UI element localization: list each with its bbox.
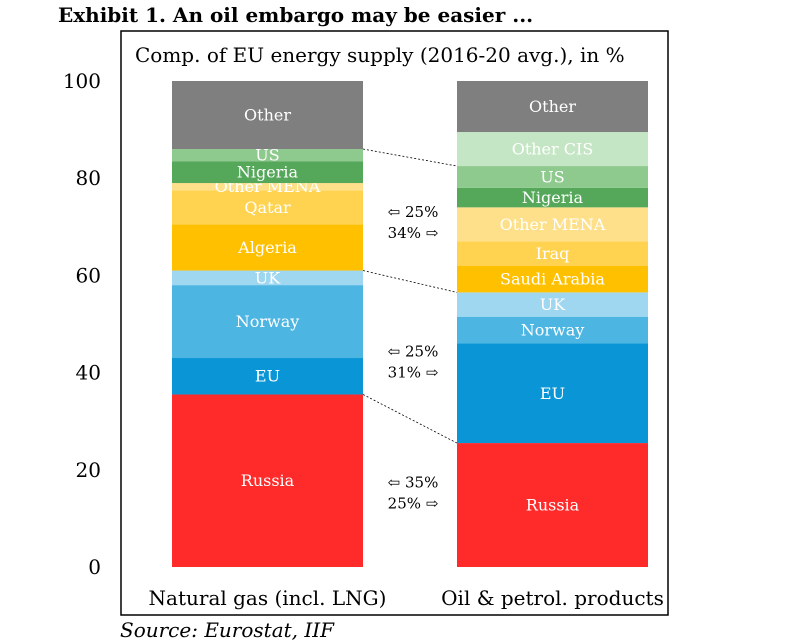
bar-segment-natural-gas-incl-lng-norway: [172, 285, 363, 359]
segment-label: Qatar: [244, 198, 291, 217]
segment-label: Iraq: [536, 244, 570, 263]
segment-label: UK: [255, 268, 281, 287]
segment-label: US: [540, 167, 564, 186]
exhibit-title: Exhibit 1. An oil embargo may be easier …: [58, 3, 534, 27]
segment-label: Nigeria: [237, 163, 299, 182]
bar-segment-natural-gas-incl-lng-uk: [172, 270, 363, 286]
segment-label: Nigeria: [522, 188, 584, 207]
segment-label: Russia: [526, 496, 580, 515]
y-tick-label: 60: [76, 263, 101, 287]
bar-segment-oil-petrol-products-other: [457, 81, 648, 133]
y-tick-label: 100: [63, 69, 101, 93]
bar-segment-oil-petrol-products-saudi-arabia: [457, 265, 648, 293]
bar-segment-oil-petrol-products-uk: [457, 292, 648, 317]
bar-segment-natural-gas-incl-lng-qatar: [172, 190, 363, 225]
bar-segment-oil-petrol-products-other-mena: [457, 207, 648, 242]
annotation-left-share: ⇦ 35%: [388, 474, 439, 492]
segment-label: Saudi Arabia: [500, 270, 605, 289]
annotation-left-share: ⇦ 25%: [388, 343, 439, 361]
segment-label: Other: [529, 97, 576, 116]
bar-segment-natural-gas-incl-lng-nigeria: [172, 161, 363, 184]
bar-segment-natural-gas-incl-lng-us: [172, 149, 363, 162]
bar-segment-oil-petrol-products-eu: [457, 343, 648, 444]
segment-label: Norway: [521, 321, 585, 340]
bar-segment-oil-petrol-products-iraq: [457, 241, 648, 266]
connector-line: [362, 270, 458, 293]
bar-segment-natural-gas-incl-lng-other-mena: [172, 183, 363, 191]
annotation-right-share: 25% ⇨: [388, 495, 439, 513]
annotation-right-share: 31% ⇨: [388, 364, 439, 382]
segment-label: Other MENA: [500, 215, 606, 234]
segment-label: UK: [540, 295, 566, 314]
x-category-label: Natural gas (incl. LNG): [149, 586, 387, 610]
y-tick-label: 0: [88, 555, 101, 579]
y-axis: 0 20 40 60 80 100: [63, 69, 101, 579]
segment-label: Other: [244, 106, 291, 125]
segment-label: Algeria: [237, 238, 297, 257]
segment-label: Norway: [236, 312, 300, 331]
bars: Russia EU Norway UK Algeria Qatar Other MENA Ni…: [172, 81, 648, 567]
annotations: ⇦ 35% 25% ⇨ ⇦ 25% 31% ⇨ ⇦ 25% 34% ⇨: [388, 203, 439, 513]
bar-segment-natural-gas-incl-lng-other: [172, 81, 363, 150]
segment-label: EU: [540, 384, 565, 403]
y-tick-label: 40: [76, 361, 101, 385]
bar-segment-oil-petrol-products-us: [457, 166, 648, 188]
x-category-label: Oil & petrol. products: [441, 586, 664, 610]
annotation-right-share: 34% ⇨: [388, 224, 439, 242]
source-note: Source: Eurostat, IIF: [120, 618, 335, 642]
connector-lines: [362, 148, 458, 444]
bar-segment-oil-petrol-products-other-cis: [457, 132, 648, 167]
bar-segment-natural-gas-incl-lng-algeria: [172, 224, 363, 271]
bar-segment-natural-gas-incl-lng-russia: [172, 394, 363, 567]
y-tick-label: 80: [76, 166, 101, 190]
chart-title: Comp. of EU energy supply (2016-20 avg.)…: [135, 43, 625, 67]
x-axis: Natural gas (incl. LNG) Oil & petrol. pro…: [149, 586, 664, 610]
bar-segment-oil-petrol-products-nigeria: [457, 187, 648, 208]
segment-label: Russia: [241, 471, 295, 490]
annotation-left-share: ⇦ 25%: [388, 203, 439, 221]
chart-frame: [120, 30, 669, 616]
segment-label: EU: [255, 367, 280, 386]
y-tick-label: 20: [76, 458, 101, 482]
bar-segment-natural-gas-incl-lng-eu: [172, 358, 363, 395]
bar-segment-oil-petrol-products-russia: [457, 443, 648, 567]
bar-segment-oil-petrol-products-norway: [457, 316, 648, 344]
connector-line: [362, 394, 458, 444]
connector-line: [362, 148, 458, 167]
segment-label: US: [255, 146, 279, 165]
segment-label: Other CIS: [512, 140, 594, 159]
